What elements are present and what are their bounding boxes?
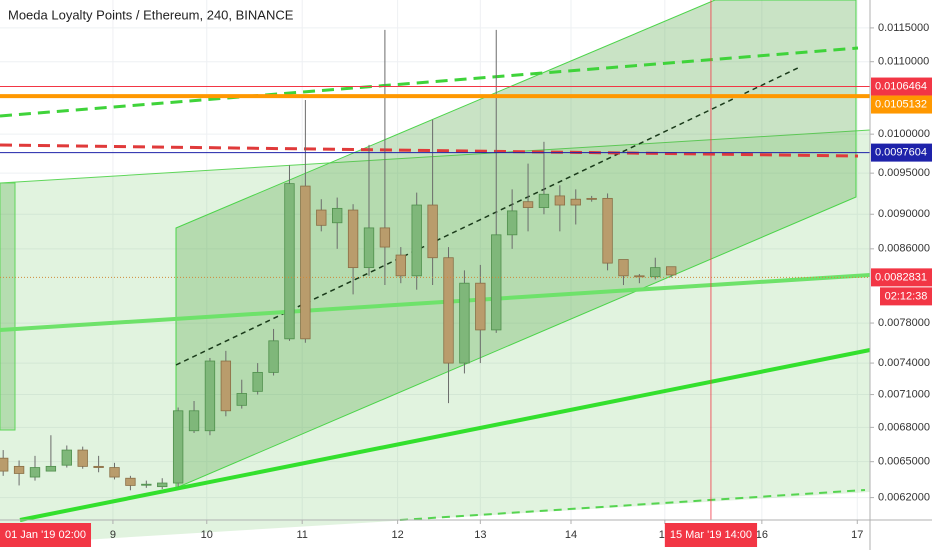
candle-body (666, 266, 677, 276)
candle-body (300, 185, 311, 340)
drawings (0, 0, 871, 545)
candle-body (220, 360, 232, 412)
candle-body (29, 467, 41, 478)
candle-body (109, 467, 120, 478)
price-tag-label: 0.0105132 (875, 98, 927, 110)
candle-body (586, 197, 597, 200)
y-tick-label: 0.0086000 (878, 243, 930, 255)
candle-body (93, 465, 104, 468)
x-tick-label: 9 (110, 529, 116, 541)
x-marker-label: 01 Jan '19 02:00 (5, 529, 86, 541)
candle-body (650, 267, 661, 278)
x-marker-tag (664, 523, 758, 547)
regression-band (0, 130, 870, 545)
candle-body (379, 227, 391, 248)
candle-body (443, 257, 454, 364)
candles (0, 29, 677, 491)
y-tick-label: 0.0068000 (878, 421, 930, 433)
price-tag (871, 77, 932, 96)
x-tick-label: 16 (756, 529, 768, 541)
band-upper-line (0, 129, 871, 184)
candle-body (491, 234, 502, 331)
candle-body (125, 477, 136, 486)
candle-body (395, 254, 406, 277)
y-tick-label: 0.0090000 (878, 208, 930, 220)
countdown-tag (880, 287, 932, 306)
candle-body (506, 210, 518, 236)
x-tick-label: 12 (391, 529, 403, 541)
candle-body (554, 195, 566, 206)
y-tick-label: 0.0071000 (878, 388, 930, 400)
axes: 0.0115000 0.0110000 0.0100000 0.0095000 0.00… (0, 22, 932, 547)
candle-body (602, 197, 613, 264)
price-tag-label: 0.0097604 (875, 147, 927, 159)
candle-body (284, 183, 295, 340)
trend-line (19, 348, 871, 522)
candle-body (252, 371, 263, 392)
x-tick-label: 17 (851, 529, 863, 541)
candle-body (0, 457, 9, 472)
candle-body (411, 204, 422, 277)
candle-body (618, 259, 629, 277)
y-tick-label: 0.0074000 (878, 357, 930, 369)
candle-body (172, 410, 184, 484)
y-tick-label: 0.0095000 (878, 167, 930, 179)
dashed-trend (0, 46, 859, 118)
y-tick-label: 0.0110000 (878, 56, 929, 68)
y-tick-label: 0.0115000 (878, 22, 929, 34)
x-tick-label: 13 (474, 529, 486, 541)
candle-body (522, 201, 534, 208)
candle-body (45, 465, 57, 472)
candle-body (347, 209, 359, 269)
candle-body (634, 275, 645, 278)
candle-body (77, 449, 88, 467)
candle-body (268, 340, 279, 373)
x-marker-label: 15 Mar '19 14:00 (670, 529, 752, 541)
countdown-label: 02:12:38 (885, 290, 928, 302)
x-tick-label: 10 (201, 529, 213, 541)
y-tick-label: 0.0078000 (878, 317, 930, 329)
left-box (0, 182, 16, 431)
price-tag (871, 268, 932, 287)
candle-body (363, 227, 375, 269)
candle-body (61, 449, 72, 466)
candle-body (538, 193, 550, 208)
price-tag-label: 0.0106464 (875, 80, 927, 92)
candle-body (427, 204, 438, 259)
x-marker-tag (0, 523, 92, 547)
candle-body (570, 198, 581, 206)
price-tag-label: 0.0082831 (875, 271, 927, 283)
x-tick-label: 14 (565, 529, 577, 541)
y-tick-label: 0.0065000 (878, 456, 930, 468)
channel-median (175, 66, 801, 366)
candle-body (475, 282, 486, 331)
price-tag (871, 143, 932, 162)
chart-title: Moeda Loyalty Points / Ethereum, 240, BI… (8, 7, 294, 22)
trend-line-light (0, 273, 871, 332)
y-tick-label: 0.0100000 (878, 128, 930, 140)
candle-body (332, 207, 343, 224)
price-lines (0, 0, 870, 520)
x-tick-label: 11 (296, 529, 307, 541)
candle-body (188, 410, 200, 432)
dashed-lower (399, 489, 866, 521)
y-tick-label: 0.0062000 (878, 492, 930, 504)
candle-body (141, 483, 152, 486)
candle-body (459, 282, 470, 364)
candle-body (236, 393, 247, 406)
candle-body (157, 482, 168, 488)
dashed-resistance (0, 143, 859, 158)
price-tag (871, 95, 932, 114)
candle-body (13, 465, 25, 474)
candle-body (316, 209, 327, 226)
candle-body (204, 360, 216, 432)
